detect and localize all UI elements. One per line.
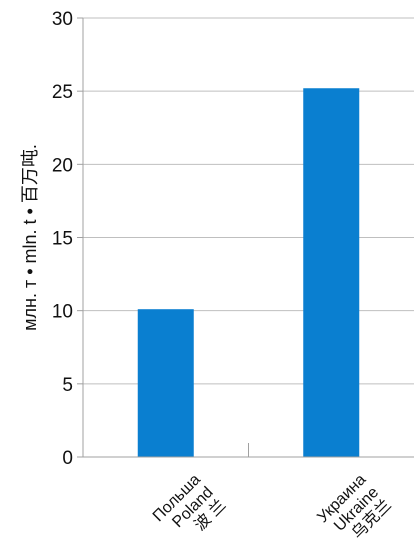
y-tick-label: 20 (52, 155, 73, 176)
y-tick-label: 10 (52, 302, 73, 323)
y-tick-label: 5 (62, 375, 73, 396)
bars (137, 88, 360, 458)
gridlines (83, 17, 414, 385)
y-tick-label: 25 (52, 82, 73, 103)
y-tick-label: 30 (52, 9, 73, 30)
y-tick-labels: 0 5 10 15 20 25 30 (52, 9, 83, 469)
bar (137, 309, 194, 457)
y-tick-label: 0 (62, 448, 73, 469)
y-tick-label: 15 (52, 229, 73, 250)
bar (303, 88, 360, 458)
y-axis-title: млн. т • mln. t • 百万吨. (20, 144, 40, 331)
